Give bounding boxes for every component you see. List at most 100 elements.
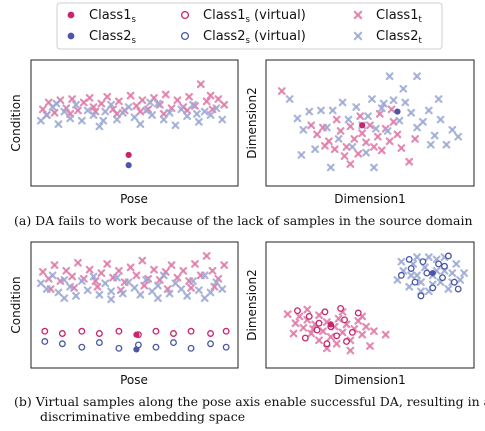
c1t-x-marker-25 <box>185 92 193 101</box>
c2t-x-marker-9 <box>89 272 98 281</box>
c2sv-open-point-4 <box>115 344 123 352</box>
c2t-x-marker-26 <box>189 277 197 285</box>
c1t-x-marker-11 <box>358 129 367 138</box>
y-axis-label-a-left: Condition <box>9 94 23 151</box>
c2t-x-marker-30 <box>212 104 221 113</box>
c2t-x-marker-21 <box>401 98 410 107</box>
c1t-x-marker-10 <box>97 269 106 277</box>
c2t-x-marker-22 <box>165 289 174 298</box>
c1t-x-marker-29 <box>208 266 217 275</box>
c1t-x-marker-18 <box>358 330 367 339</box>
c2sv-open-point-4 <box>423 269 431 277</box>
c2t-x-marker-6 <box>72 291 80 300</box>
c2t-x-marker-27 <box>194 117 203 126</box>
c2sv-open-point-3 <box>95 339 103 347</box>
c2t-x-marker-15 <box>368 95 376 103</box>
c2s-point-0 <box>394 108 401 115</box>
c2t-x-marker-31 <box>218 285 227 293</box>
c1t-x-marker-13 <box>338 328 347 337</box>
c2t-x-marker-3 <box>54 288 63 297</box>
c2t-x-marker-31 <box>218 115 227 124</box>
c2t-x-marker-16 <box>130 113 139 122</box>
c2sv-open-point-5 <box>429 284 437 292</box>
plot-frame-b-left <box>30 241 239 369</box>
c2t-x-marker-16 <box>130 284 139 292</box>
scatter-points-b-right <box>283 252 468 355</box>
c1sv-open-point-1 <box>305 312 313 320</box>
c1sv-open-point-4 <box>115 327 123 335</box>
y-axis-label-a-right: Dimension2 <box>245 87 259 158</box>
c2t-x-marker-26 <box>430 131 439 140</box>
c2t-x-marker-0 <box>36 116 45 125</box>
c1t-x-marker-27 <box>321 141 329 150</box>
c1t-x-marker-29 <box>387 105 396 114</box>
c2t-x-marker-10 <box>344 115 353 124</box>
c1t-x-marker-22 <box>315 336 323 345</box>
c2t-x-marker-8 <box>83 106 92 115</box>
c1sv-open-point-6 <box>341 316 348 324</box>
c1sv-open-point-9 <box>301 334 309 342</box>
c2t-x-marker-21 <box>159 115 168 124</box>
c1sv-open-point-1 <box>58 330 66 337</box>
c1t-x-marker-5 <box>330 145 339 154</box>
c1sv-open-point-0 <box>41 327 49 335</box>
c1t-x-marker-17 <box>138 256 147 265</box>
c2t-x-marker-12 <box>107 287 116 296</box>
c2t-x-marker-38 <box>399 84 408 93</box>
c2t-x-marker-16 <box>424 253 433 262</box>
c2t-x-marker-28 <box>442 140 451 149</box>
c1sv-open-point-3 <box>321 308 329 316</box>
c1sv-open-point-0 <box>294 307 301 315</box>
c2t-x-marker-24 <box>419 117 427 126</box>
c2t-x-marker-5 <box>66 114 75 123</box>
c1t-x-marker-20 <box>393 130 402 139</box>
c2t-x-marker-35 <box>326 163 335 172</box>
c2sv-open-point-6 <box>435 260 443 268</box>
legend-label-c1sv: Class1s (virtual) <box>203 8 306 25</box>
c1t-x-marker-24 <box>375 109 384 118</box>
c1t-x-marker-4 <box>62 266 71 275</box>
caption-b-line1: (b) Virtual samples along the pose axis … <box>14 394 485 409</box>
c1t-x-marker-8 <box>346 122 355 131</box>
c2t-x-marker-11 <box>101 279 110 288</box>
legend-marker-c1sv <box>180 10 190 20</box>
c2t-x-marker-21 <box>397 257 406 266</box>
legend-marker-c1s <box>67 11 75 19</box>
c2t-x-marker-6 <box>322 123 331 132</box>
c2sv-open-point-8 <box>187 344 195 352</box>
c2t-x-marker-28 <box>200 107 209 116</box>
c1t-x-marker-12 <box>334 314 343 323</box>
c1t-x-marker-39 <box>220 100 229 109</box>
c2t-x-marker-32 <box>52 99 61 108</box>
c1t-x-marker-10 <box>354 149 363 158</box>
c1t-x-marker-15 <box>126 91 135 100</box>
c1sv-open-point-12 <box>315 319 323 327</box>
c1t-x-marker-10 <box>97 99 106 108</box>
c2t-x-marker-5 <box>317 106 325 115</box>
x-axis-label-a-left: Pose <box>120 192 148 206</box>
c2t-x-marker-36 <box>385 72 394 81</box>
c1s-point-0 <box>125 151 132 159</box>
c1t-x-marker-13 <box>114 97 123 106</box>
c2s-point-0 <box>125 162 132 169</box>
c2t-x-marker-3 <box>305 107 314 116</box>
c1t-x-marker-0 <box>283 310 292 319</box>
c1t-x-marker-36 <box>159 109 168 118</box>
c2t-x-marker-10 <box>95 290 104 299</box>
c1t-x-marker-10 <box>326 333 335 341</box>
c2t-x-marker-16 <box>371 124 380 133</box>
c2sv-open-point-10 <box>454 285 462 293</box>
panel-a-left: Pose Condition <box>9 59 239 206</box>
c1t-x-marker-30 <box>214 95 223 103</box>
c1t-x-marker-37 <box>183 106 192 115</box>
c1t-x-marker-12 <box>362 138 370 147</box>
c2t-x-marker-19 <box>389 96 398 105</box>
c1t-x-marker-7 <box>79 98 88 107</box>
c1sv-open-point-10 <box>337 304 345 312</box>
c1t-x-marker-23 <box>173 273 182 282</box>
c2t-x-marker-13 <box>113 115 121 124</box>
scatter-points-a-right <box>277 72 463 172</box>
c1sv-open-point-9 <box>207 330 214 337</box>
c1sv-open-point-5 <box>333 332 341 340</box>
